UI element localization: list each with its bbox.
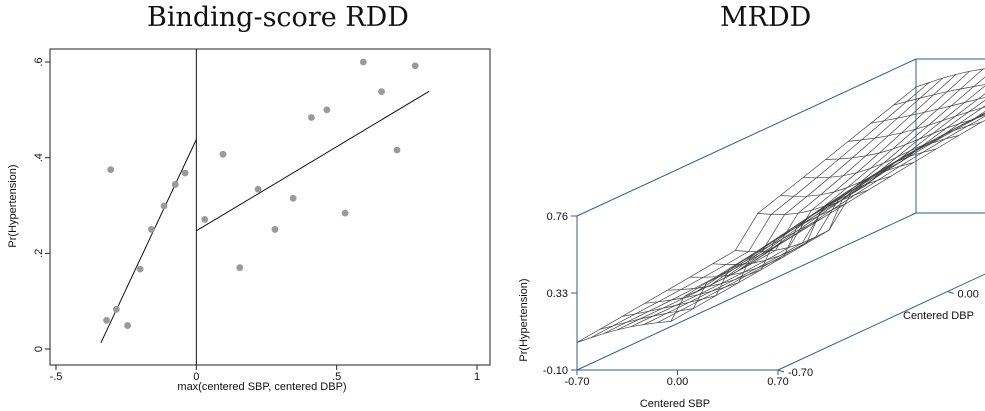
right-tick-label: -0.70: [788, 367, 813, 379]
scatter-point: [160, 202, 168, 210]
scatter-point: [254, 185, 262, 193]
mesh-line: [599, 231, 801, 330]
scatter-point: [308, 114, 315, 121]
left-x-tick-label: 0: [193, 371, 199, 383]
right-y-axis-label: Centered DBP: [903, 310, 974, 322]
mesh-line: [643, 68, 984, 325]
mesh-line: [712, 162, 914, 265]
scatter-point: [171, 181, 179, 188]
left-y-tick-label: 0: [33, 346, 45, 352]
left-y-tick-label: .2: [33, 249, 45, 258]
scatter-point: [323, 106, 331, 114]
box-edge: [777, 273, 985, 371]
surface-bounding-box: [576, 58, 985, 371]
right-tick-label: 0.33: [547, 288, 568, 300]
right-tick-label: 0.76: [547, 211, 568, 223]
right-chart-title: MRDD: [720, 2, 812, 33]
mesh-line: [667, 189, 869, 291]
scatter-point: [359, 58, 367, 66]
box-edge: [576, 212, 917, 371]
scatter-point: [378, 88, 385, 96]
binding-score-rdd-chart: -.5 0 .5 1 0 .2 .4 .6 max(centered SBP, centere…: [7, 48, 491, 393]
mesh-line: [724, 110, 985, 279]
scatter-point: [219, 150, 227, 158]
right-x-axis-label: Centered SBP: [640, 398, 710, 410]
scatter-point: [393, 146, 401, 154]
scatter-point: [107, 166, 115, 174]
right-tick: [777, 369, 785, 373]
mesh-line: [915, 68, 985, 88]
right-tick-label: 0.70: [767, 376, 788, 388]
left-y-axis-label: Pr(Hypertension): [7, 164, 19, 247]
scatter-point: [271, 226, 279, 233]
right-tick-label: -0.70: [564, 376, 589, 388]
mesh-line: [751, 113, 985, 264]
mesh-line: [689, 175, 892, 278]
mesh-line: [757, 135, 959, 215]
right-z-axis-label: Pr(Hypertension): [518, 278, 530, 361]
left-y-tick-label: .6: [33, 57, 45, 66]
fit-line: [196, 90, 430, 232]
mesh-line: [710, 105, 985, 286]
mesh-line: [735, 148, 937, 252]
scatter-point: [289, 194, 297, 202]
scatter-point: [341, 209, 349, 217]
right-tick-label: 0.00: [958, 289, 979, 301]
mesh-line: [764, 115, 985, 255]
mesh-line: [737, 112, 985, 272]
left-chart-title: Binding-score RDD: [147, 2, 409, 33]
scatter-point: [103, 316, 110, 324]
scatter-point: [148, 226, 155, 233]
mesh-line: [684, 93, 985, 297]
mesh-line: [825, 112, 985, 160]
scatter-point: [136, 265, 144, 273]
left-x-tick-label: .5: [332, 371, 341, 383]
mesh-line: [848, 106, 985, 142]
mesh-line: [670, 85, 985, 322]
left-y-tick-label: .4: [33, 153, 45, 162]
mesh-line: [657, 76, 985, 324]
scatter-point: [181, 169, 189, 177]
mesh-line: [576, 245, 779, 343]
mesh-line: [697, 99, 985, 292]
scatter-point: [112, 305, 120, 313]
scatter-point: [124, 322, 131, 329]
scatter-point: [236, 264, 244, 272]
mesh-line: [802, 114, 985, 179]
scatter-point: [201, 215, 209, 223]
mesh-line: [617, 74, 957, 331]
scatter-point: [411, 62, 419, 70]
mesh-line: [590, 82, 930, 339]
mesh-line: [622, 217, 824, 317]
right-tick: [947, 291, 954, 294]
right-tick-label: -0.10: [543, 365, 568, 377]
mesh-line: [893, 84, 985, 106]
mesh-line: [870, 96, 985, 124]
mesh-line: [576, 86, 917, 343]
mesh-line: [644, 203, 846, 304]
surface-mesh: [576, 68, 985, 343]
mesh-line: [777, 120, 985, 246]
right-tick-label: 0.00: [667, 376, 688, 388]
left-x-tick-label: -.5: [50, 371, 63, 383]
left-plot-frame: [49, 48, 491, 366]
left-x-axis-label: max(centered SBP, centered DBP): [177, 381, 346, 393]
mesh-line: [630, 71, 970, 328]
mesh-line: [603, 77, 944, 334]
left-x-tick-label: 1: [474, 371, 480, 383]
mesh-line: [780, 121, 982, 197]
box-edge: [576, 58, 917, 217]
